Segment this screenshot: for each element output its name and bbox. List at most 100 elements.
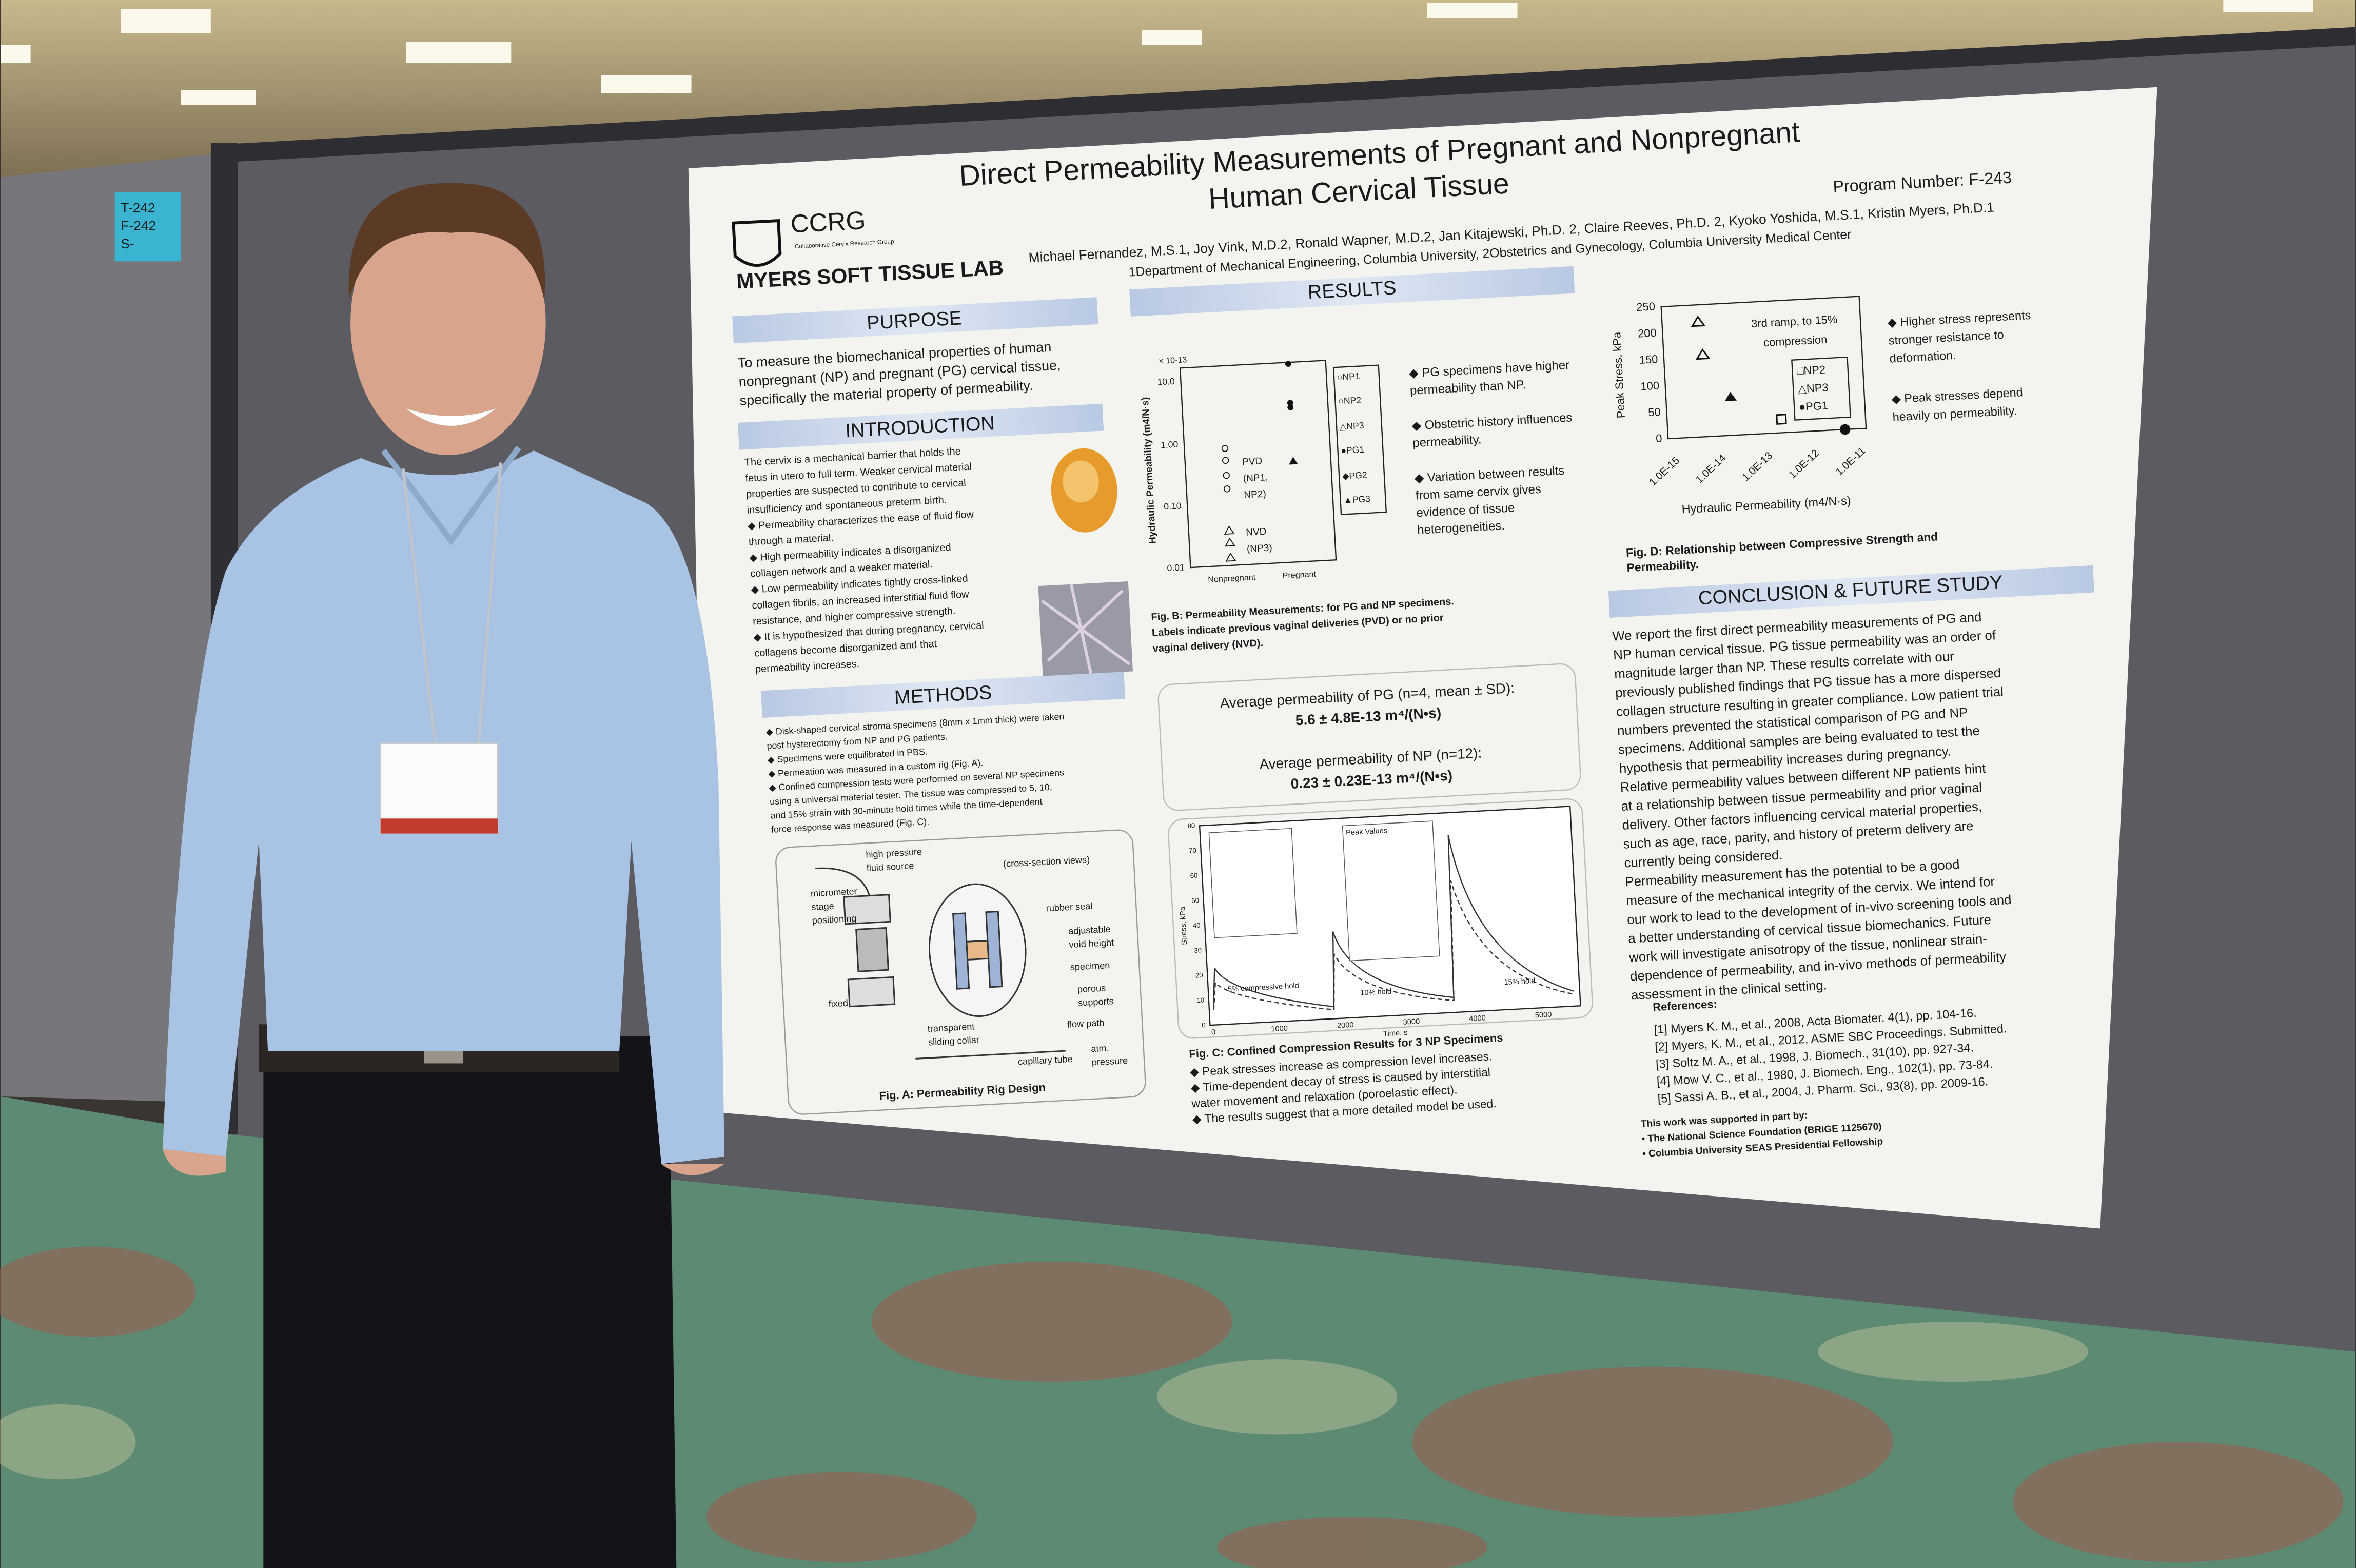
hands: [163, 1149, 724, 1176]
tick-label: 0: [1211, 1028, 1216, 1036]
collar: [381, 445, 521, 546]
stress-curves: [1213, 835, 1574, 1011]
diagram-label: rubber seal: [1046, 901, 1093, 914]
sticky-note-label: S-: [121, 236, 134, 251]
tick-label: 0.01: [1167, 562, 1185, 573]
plot-annotation: 10% hold: [1360, 988, 1392, 997]
plot-annotation: NP2): [1244, 489, 1266, 501]
section-band: [732, 297, 1098, 344]
tick-label: 4000: [1469, 1014, 1486, 1023]
legend-frame: [1208, 828, 1298, 938]
sticky-note-label: F-242: [121, 218, 156, 233]
plot-frame: [1179, 360, 1337, 569]
tick-label: 250: [1636, 300, 1656, 313]
tick-label: 40: [1192, 922, 1200, 930]
section-band: [1608, 565, 2094, 618]
plot-annotation: PVD: [1242, 456, 1263, 467]
fiber-image: [1041, 584, 1131, 674]
tick-label: 50: [1191, 896, 1199, 905]
tick-label: 1000: [1271, 1025, 1288, 1034]
tick-label: Pregnant: [1282, 570, 1317, 580]
diagram-label: specimen: [1070, 960, 1110, 972]
lanyard: [401, 462, 502, 751]
crest-logo: [732, 219, 782, 267]
tick-label: 0: [1656, 432, 1662, 445]
plot-annotation: NVD: [1246, 526, 1267, 538]
sticky-note-label: T-242: [121, 200, 155, 215]
tick-label: 10: [1196, 996, 1204, 1004]
tick-label: 200: [1637, 326, 1657, 340]
legend-label: ▲PG3: [1343, 494, 1370, 505]
tick-label: 20: [1195, 971, 1203, 979]
legend-frame: [1791, 356, 1851, 421]
tick-label: 3000: [1403, 1017, 1420, 1027]
legend-label: ○NP1: [1337, 371, 1360, 382]
axis-label: Time, s: [1383, 1029, 1408, 1038]
section-band: [761, 672, 1126, 718]
tick-label: 80: [1187, 821, 1195, 830]
sticky-note: [114, 192, 181, 262]
legend-label: ◆PG2: [1342, 469, 1367, 481]
diagram-label: flow path: [1067, 1017, 1104, 1030]
poster-paper: [688, 87, 2157, 1229]
tick-label: 70: [1189, 847, 1196, 855]
ceiling-lights: [1, 0, 2313, 105]
uterus-illustration: [1063, 460, 1099, 503]
section-heading: PURPOSE: [866, 307, 963, 334]
tick-label: Nonpregnant: [1208, 573, 1256, 584]
plot-annotation: 15% hold: [1504, 977, 1536, 987]
section-heading: METHODS: [894, 682, 992, 709]
legend-label: △NP3: [1797, 381, 1829, 395]
tick-label: 150: [1639, 352, 1658, 366]
diagram-label: fluid source: [866, 860, 914, 873]
hair: [348, 183, 545, 301]
diagram-label: porous: [1077, 983, 1106, 995]
tick-label: 0.10: [1164, 500, 1182, 512]
diagram-label: atm.: [1091, 1043, 1109, 1054]
axis-multiplier: × 10-13: [1159, 355, 1187, 366]
section-heading: RESULTS: [1307, 277, 1397, 303]
plot-annotation: (NP1,: [1243, 472, 1268, 484]
figure-frame: [1168, 798, 1593, 1039]
diagram-label: pressure: [1091, 1055, 1128, 1068]
legend-label: ○NP2: [1338, 395, 1362, 406]
tick-label: 60: [1190, 871, 1197, 879]
pants: [263, 1036, 677, 1568]
legend-frame: [1332, 364, 1387, 515]
legend-frame: [1342, 820, 1440, 962]
diagram-label: fixed: [828, 998, 848, 1009]
tick-label: 5000: [1535, 1011, 1552, 1020]
plot-markers: [1691, 315, 1851, 435]
tick-label: 100: [1640, 379, 1660, 393]
badge-stripe: [380, 818, 498, 834]
legend-label: ●PG1: [1798, 399, 1828, 414]
tick-label: 1.00: [1161, 439, 1179, 450]
plot-annotation: Peak Values: [1346, 827, 1388, 837]
smile: [406, 408, 497, 426]
averages-frame: [1157, 663, 1581, 811]
board-frame: [226, 27, 2355, 163]
plot-annotation: (NP3): [1246, 542, 1272, 555]
figure-frame: [775, 829, 1146, 1115]
rig-diagram: [815, 867, 1066, 1060]
tick-label: 0: [1202, 1021, 1206, 1029]
plot-annotation: 5% compressive hold: [1228, 982, 1300, 993]
plot-markers: [1221, 445, 1236, 562]
legend-label: △NP3: [1339, 420, 1364, 432]
diagram-label: micrometer: [810, 886, 857, 899]
plot-frame: [1660, 296, 1867, 440]
diagram-label: stage: [811, 901, 834, 912]
section-band: [1129, 266, 1575, 317]
legend-label: ●PG1: [1341, 444, 1365, 456]
person: [163, 183, 724, 1568]
section-band: [738, 403, 1104, 450]
axis-label: Stress, kPa: [1179, 906, 1189, 945]
sticky-note-text: T-242 F-242 S-: [121, 200, 156, 251]
face: [350, 190, 546, 455]
diagram-label: adjustable: [1068, 924, 1111, 936]
diagram-label: positioning: [812, 913, 857, 926]
diagram-label: void height: [1069, 937, 1114, 950]
diagram-label: transparent: [927, 1021, 975, 1034]
tick-label: 50: [1648, 405, 1661, 419]
